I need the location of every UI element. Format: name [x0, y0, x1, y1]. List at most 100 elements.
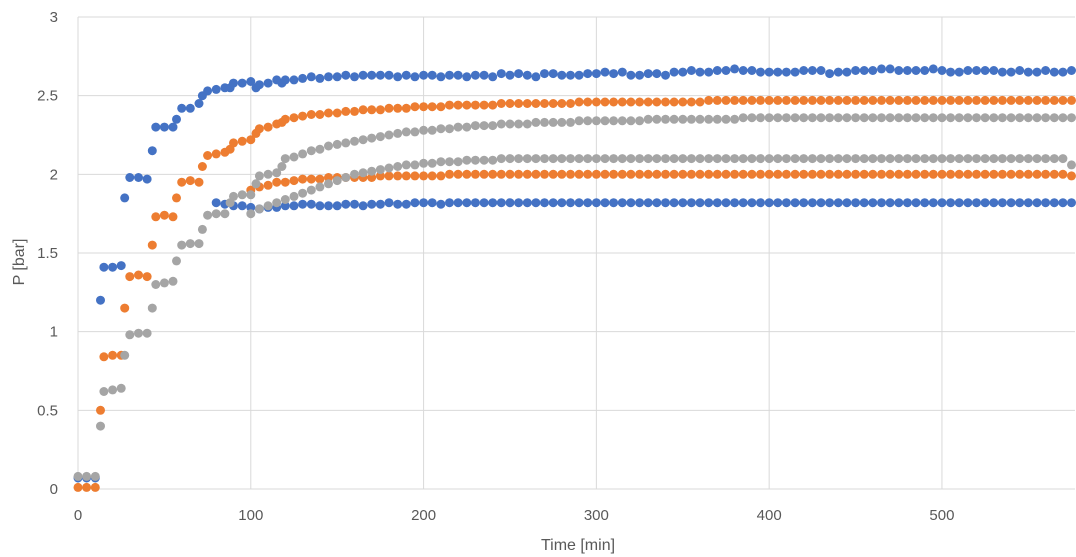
data-point	[885, 198, 895, 208]
data-point	[419, 102, 429, 112]
series-2	[73, 95, 1076, 492]
data-point	[764, 67, 774, 77]
data-point	[946, 198, 956, 208]
data-point	[540, 154, 549, 164]
data-point	[946, 95, 956, 105]
data-point	[120, 350, 130, 360]
data-point	[859, 95, 869, 105]
data-point	[859, 154, 869, 164]
data-point	[125, 272, 135, 282]
data-point	[773, 67, 783, 77]
data-point	[902, 198, 912, 208]
data-point	[134, 328, 143, 338]
data-point	[514, 69, 524, 79]
data-point	[332, 108, 342, 118]
data-point	[254, 124, 264, 134]
data-point	[540, 198, 549, 208]
data-point	[920, 154, 930, 164]
data-point	[522, 119, 532, 129]
data-point	[393, 128, 403, 138]
data-point	[462, 169, 472, 179]
data-point	[609, 154, 619, 164]
data-point	[557, 99, 567, 108]
data-point	[566, 99, 575, 108]
data-point	[997, 95, 1007, 105]
x-tick-label: 200	[411, 507, 436, 524]
data-point	[289, 152, 299, 162]
data-point	[972, 113, 981, 123]
y-tick-label: 3	[50, 9, 58, 26]
y-tick-label: 1	[50, 324, 58, 341]
data-point	[427, 171, 437, 181]
data-point	[643, 169, 653, 179]
data-point	[1023, 95, 1033, 105]
data-point	[730, 95, 740, 105]
data-point	[419, 125, 429, 135]
data-point	[1041, 198, 1051, 208]
data-point	[652, 169, 662, 179]
data-point	[756, 95, 765, 105]
data-point	[1041, 66, 1051, 75]
data-point	[254, 171, 264, 181]
data-point	[445, 70, 454, 80]
data-point	[324, 201, 333, 211]
x-tick-label: 300	[584, 507, 609, 524]
data-point	[246, 77, 256, 86]
data-point	[315, 110, 325, 119]
data-point	[479, 198, 489, 208]
data-point	[712, 154, 722, 164]
data-point	[1041, 95, 1051, 105]
data-point	[324, 179, 333, 189]
x-tick-label: 400	[757, 507, 782, 524]
data-point	[972, 66, 981, 75]
data-point	[617, 198, 627, 208]
data-point	[419, 70, 429, 80]
data-point	[756, 198, 765, 208]
data-point	[159, 278, 169, 288]
data-point	[807, 113, 817, 123]
data-point	[427, 70, 437, 80]
data-point	[997, 154, 1007, 164]
data-point	[868, 95, 878, 105]
data-point	[384, 163, 394, 173]
data-point	[773, 198, 783, 208]
data-point	[197, 162, 207, 171]
data-point	[272, 168, 282, 178]
data-point	[1067, 160, 1076, 170]
data-point	[401, 171, 411, 181]
data-point	[548, 117, 558, 127]
data-point	[591, 97, 601, 107]
data-point	[436, 199, 446, 209]
data-point	[600, 67, 610, 77]
data-point	[470, 70, 480, 80]
data-point	[851, 66, 861, 75]
data-point	[686, 114, 696, 124]
data-point	[825, 169, 835, 179]
data-point	[540, 69, 549, 79]
data-point	[661, 114, 670, 124]
data-point	[350, 169, 359, 179]
data-point	[540, 99, 549, 108]
data-point	[142, 328, 152, 338]
data-point	[704, 95, 714, 105]
data-point	[764, 113, 774, 123]
data-point	[453, 70, 463, 80]
data-point	[721, 66, 731, 75]
data-point	[254, 204, 264, 214]
data-point	[877, 198, 886, 208]
data-point	[730, 114, 740, 124]
data-point	[566, 154, 575, 164]
data-point	[954, 95, 964, 105]
data-point	[816, 169, 826, 179]
data-point	[963, 198, 973, 208]
data-point	[825, 113, 835, 123]
data-point	[833, 198, 843, 208]
data-point	[704, 169, 714, 179]
data-point	[902, 66, 912, 75]
data-point	[332, 139, 342, 149]
data-point	[738, 198, 748, 208]
data-point	[833, 67, 843, 77]
data-point	[868, 66, 878, 75]
data-point	[851, 169, 861, 179]
data-point	[626, 70, 636, 80]
